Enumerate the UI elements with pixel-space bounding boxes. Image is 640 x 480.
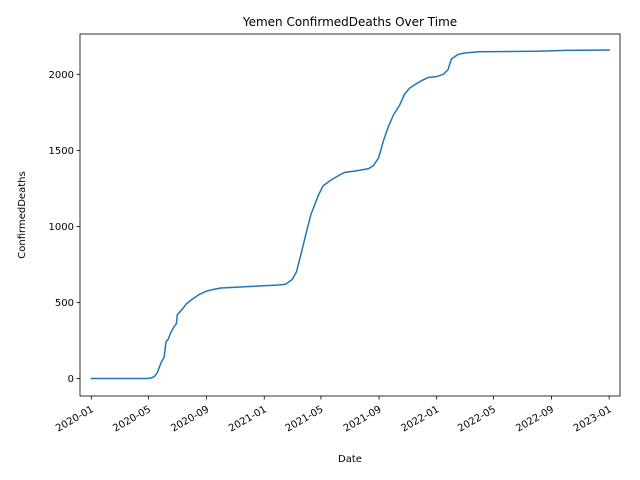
x-tick-label: 2022-01 bbox=[399, 404, 441, 434]
x-tick-label: 2021-01 bbox=[227, 404, 269, 434]
series-line-0 bbox=[90, 49, 610, 380]
x-tick-label: 2021-09 bbox=[342, 404, 384, 434]
x-tick-label: 2020-05 bbox=[111, 404, 153, 434]
y-tick-label: 0 bbox=[68, 374, 74, 385]
x-tick-label: 2020-09 bbox=[169, 404, 211, 434]
plot-area bbox=[90, 49, 610, 380]
y-axis-label: ConfirmedDeaths bbox=[17, 171, 28, 258]
x-tick-label: 2020-01 bbox=[54, 404, 96, 434]
x-tick-label: 2021-05 bbox=[284, 404, 326, 434]
y-tick-label: 1000 bbox=[49, 222, 74, 233]
x-tick-label: 2022-05 bbox=[456, 404, 498, 434]
y-tick-label: 2000 bbox=[49, 70, 74, 81]
x-axis: 2020-01 2020-05 2020-09 2021-01 2021-05 2021-… bbox=[54, 396, 614, 434]
y-axis: 0 500 1000 1500 2000 bbox=[49, 70, 80, 385]
axes-frame bbox=[79, 33, 621, 397]
chart-title: Yemen ConfirmedDeaths Over Time bbox=[242, 15, 457, 29]
x-tick-label: 2023-01 bbox=[572, 404, 614, 434]
y-tick-label: 1500 bbox=[49, 146, 74, 157]
x-tick-label: 2022-09 bbox=[514, 404, 556, 434]
x-axis-label: Date bbox=[338, 454, 362, 465]
y-tick-label: 500 bbox=[55, 298, 74, 309]
